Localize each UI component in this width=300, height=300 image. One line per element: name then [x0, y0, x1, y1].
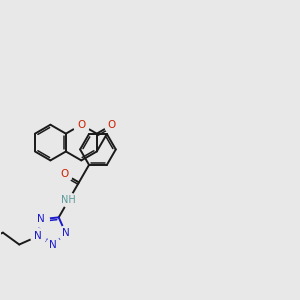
Text: N: N: [62, 228, 70, 238]
Text: O: O: [107, 120, 116, 130]
Text: O: O: [60, 169, 68, 179]
Text: N: N: [34, 231, 42, 241]
Text: N: N: [38, 214, 45, 224]
Text: N: N: [49, 240, 57, 250]
Text: NH: NH: [61, 195, 76, 205]
Text: O: O: [77, 120, 86, 130]
